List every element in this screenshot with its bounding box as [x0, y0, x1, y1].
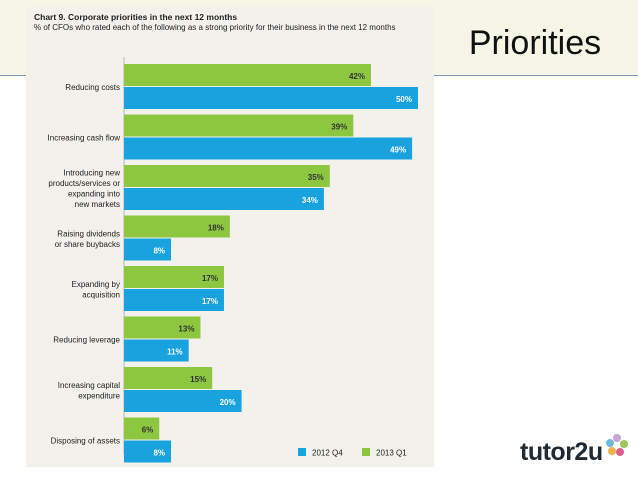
data-label: 17% [202, 274, 218, 283]
bar-2013q1 [124, 165, 330, 187]
bar-2012q4 [124, 440, 172, 463]
bar-2013q1 [124, 367, 213, 389]
category-label: Disposing of assets [51, 437, 120, 446]
bar-chart: Reducing costs 42% 50% Increasing cash flow… [48, 57, 418, 463]
bar-2013q1 [124, 64, 371, 86]
tutor2u-logo: tutor2u [520, 438, 603, 466]
bar-2013q1 [124, 114, 354, 137]
bar-2012q4 [124, 188, 324, 210]
data-label: 11% [167, 348, 183, 357]
chart-subtitle: % of CFOs who rated each of the followin… [34, 23, 396, 32]
data-label: 15% [190, 375, 206, 384]
data-label: 39% [331, 123, 347, 132]
bar-2013q1 [124, 266, 224, 288]
data-label: 42% [349, 72, 365, 81]
bar-2012q4 [124, 289, 224, 311]
category-label: Reducing costs [65, 83, 120, 92]
legend-swatch [362, 448, 370, 456]
bar-2012q4 [124, 339, 189, 362]
legend-swatch [298, 448, 306, 456]
flower-logo-icon [606, 434, 628, 456]
data-label: 17% [202, 297, 218, 306]
slide-title: Priorities [468, 24, 602, 62]
bar-2012q4 [124, 87, 418, 109]
bar-2012q4 [124, 390, 242, 412]
data-label: 6% [142, 426, 154, 435]
category-label: Increasing capital expenditure [58, 381, 121, 401]
category-label: Reducing leverage [53, 336, 120, 345]
legend-label: 2012 Q4 [312, 449, 343, 458]
data-label: 8% [153, 449, 165, 458]
data-label: 20% [220, 398, 236, 407]
bar-2013q1 [124, 417, 160, 440]
category-label: Expanding by acquisition [72, 280, 120, 300]
chart-panel: Chart 9. Corporate priorities in the nex… [26, 7, 434, 467]
bar-2012q4 [124, 238, 172, 261]
category-label: Increasing cash flow [48, 134, 121, 143]
bar-2013q1 [124, 316, 201, 339]
data-label: 35% [308, 173, 324, 182]
category-label: Introducing new products/services or expan… [48, 168, 120, 209]
data-label: 13% [178, 325, 194, 334]
data-label: 8% [153, 247, 165, 256]
data-label: 49% [390, 146, 406, 155]
data-label: 34% [302, 196, 318, 205]
bar-2012q4 [124, 137, 413, 160]
data-label: 50% [396, 95, 412, 104]
bar-2013q1 [124, 215, 230, 238]
category-label: Raising dividends or share buybacks [55, 229, 120, 249]
chart-title: Chart 9. Corporate priorities in the nex… [34, 12, 238, 22]
data-label: 18% [208, 224, 224, 233]
legend-label: 2013 Q1 [376, 449, 407, 458]
